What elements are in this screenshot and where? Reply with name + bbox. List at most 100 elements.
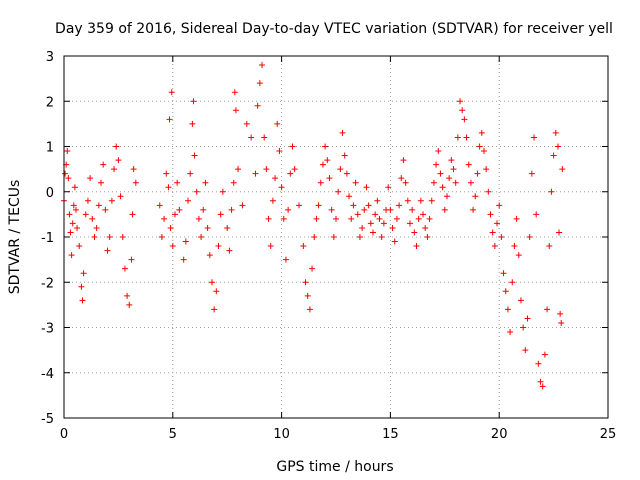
- data-point: [248, 134, 255, 141]
- data-point: [87, 175, 94, 182]
- y-tick-label: 0: [46, 186, 54, 201]
- data-point: [315, 202, 322, 209]
- data-point: [106, 234, 113, 240]
- data-point: [226, 247, 233, 254]
- data-point: [80, 270, 87, 277]
- data-point: [167, 224, 174, 231]
- data-point: [180, 256, 187, 263]
- data-point: [339, 129, 346, 136]
- data-point: [535, 360, 542, 367]
- data-point: [550, 152, 557, 159]
- data-point: [111, 166, 118, 173]
- y-tick-label: -4: [41, 367, 54, 382]
- data-point: [306, 306, 313, 313]
- data-point: [285, 206, 292, 213]
- data-point: [263, 166, 270, 173]
- data-point: [500, 270, 507, 277]
- data-point: [559, 166, 566, 173]
- data-point: [467, 179, 474, 186]
- data-point: [537, 378, 544, 385]
- data-point: [74, 224, 81, 231]
- data-point: [97, 179, 104, 186]
- data-point: [415, 215, 422, 222]
- data-point: [335, 188, 342, 195]
- data-point: [546, 243, 553, 250]
- data-point: [372, 211, 379, 218]
- data-point: [411, 229, 418, 236]
- data-point: [328, 206, 335, 213]
- data-point: [552, 129, 559, 136]
- data-point: [265, 215, 272, 222]
- x-tick-label: 20: [491, 427, 508, 442]
- data-point: [313, 215, 320, 222]
- data-point: [522, 347, 529, 354]
- data-point: [385, 184, 392, 191]
- data-point: [465, 161, 472, 168]
- data-point: [300, 243, 307, 250]
- data-point: [72, 206, 79, 213]
- data-point: [130, 166, 137, 173]
- data-point: [452, 179, 459, 186]
- data-point: [231, 89, 238, 96]
- data-point: [420, 211, 427, 218]
- data-point: [504, 306, 511, 313]
- data-point: [426, 215, 433, 222]
- data-point: [311, 234, 318, 240]
- data-point: [389, 224, 396, 231]
- data-point: [64, 148, 71, 155]
- data-point: [487, 211, 494, 218]
- data-point: [404, 197, 411, 204]
- data-point: [259, 62, 266, 69]
- data-point: [322, 143, 329, 150]
- data-point: [267, 243, 274, 250]
- data-point: [480, 148, 487, 155]
- data-point: [200, 206, 207, 213]
- y-tick-label: -1: [41, 231, 54, 246]
- data-point: [346, 193, 353, 200]
- data-point: [91, 234, 98, 240]
- data-point: [393, 215, 400, 222]
- data-point: [367, 220, 374, 227]
- data-point: [348, 215, 355, 222]
- data-point: [459, 107, 466, 114]
- x-tick-label: 25: [600, 427, 617, 442]
- data-point: [494, 220, 501, 227]
- y-tick-label: 2: [46, 95, 54, 110]
- x-axis-label: GPS time / hours: [276, 459, 393, 475]
- data-point: [491, 243, 498, 250]
- data-point: [489, 229, 496, 236]
- data-point: [243, 120, 250, 127]
- y-tick-label: -3: [41, 322, 54, 337]
- data-point: [254, 102, 261, 109]
- data-point: [304, 292, 311, 299]
- data-point: [478, 129, 485, 136]
- data-point: [337, 166, 344, 173]
- data-point: [356, 234, 363, 240]
- data-point: [396, 202, 403, 209]
- data-point: [324, 157, 331, 164]
- data-point: [102, 206, 109, 213]
- data-point: [256, 80, 263, 87]
- data-point: [84, 197, 91, 204]
- data-point: [217, 211, 224, 218]
- data-point: [422, 224, 429, 231]
- data-point: [280, 215, 287, 222]
- data-point: [67, 229, 74, 236]
- data-point: [319, 161, 326, 168]
- data-point: [309, 265, 316, 272]
- data-point: [450, 166, 457, 173]
- data-point: [119, 234, 126, 240]
- data-point: [211, 306, 218, 313]
- data-point: [206, 252, 213, 259]
- y-tick-label: 3: [46, 50, 54, 65]
- data-point: [361, 206, 368, 213]
- y-tick-label: 1: [46, 141, 54, 156]
- data-point: [296, 202, 303, 209]
- y-tick-label: -5: [41, 412, 54, 427]
- data-point: [470, 206, 477, 213]
- data-point: [457, 98, 464, 105]
- data-points-layer: [61, 62, 566, 390]
- data-point: [359, 224, 366, 231]
